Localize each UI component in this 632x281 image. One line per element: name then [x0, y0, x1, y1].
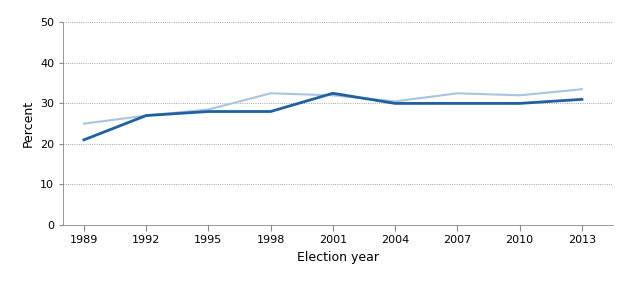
Women elected [454, 92, 461, 95]
Women candidates [578, 98, 586, 101]
Women candidates [516, 102, 523, 105]
Women elected [329, 94, 337, 97]
Women candidates [391, 102, 399, 105]
Y-axis label: Percent: Percent [21, 100, 35, 147]
Women elected [391, 100, 399, 103]
Women candidates [205, 110, 212, 113]
Line: Women candidates: Women candidates [84, 93, 582, 140]
Women candidates [142, 114, 150, 117]
Women elected [142, 114, 150, 117]
Women candidates [80, 138, 88, 142]
Women elected [80, 122, 88, 125]
Women elected [578, 88, 586, 91]
Women elected [205, 108, 212, 111]
Line: Women elected: Women elected [84, 89, 582, 124]
Women candidates [329, 92, 337, 95]
Women candidates [454, 102, 461, 105]
Women elected [516, 94, 523, 97]
X-axis label: Election year: Election year [297, 251, 379, 264]
Women elected [267, 92, 274, 95]
Women candidates [267, 110, 274, 113]
